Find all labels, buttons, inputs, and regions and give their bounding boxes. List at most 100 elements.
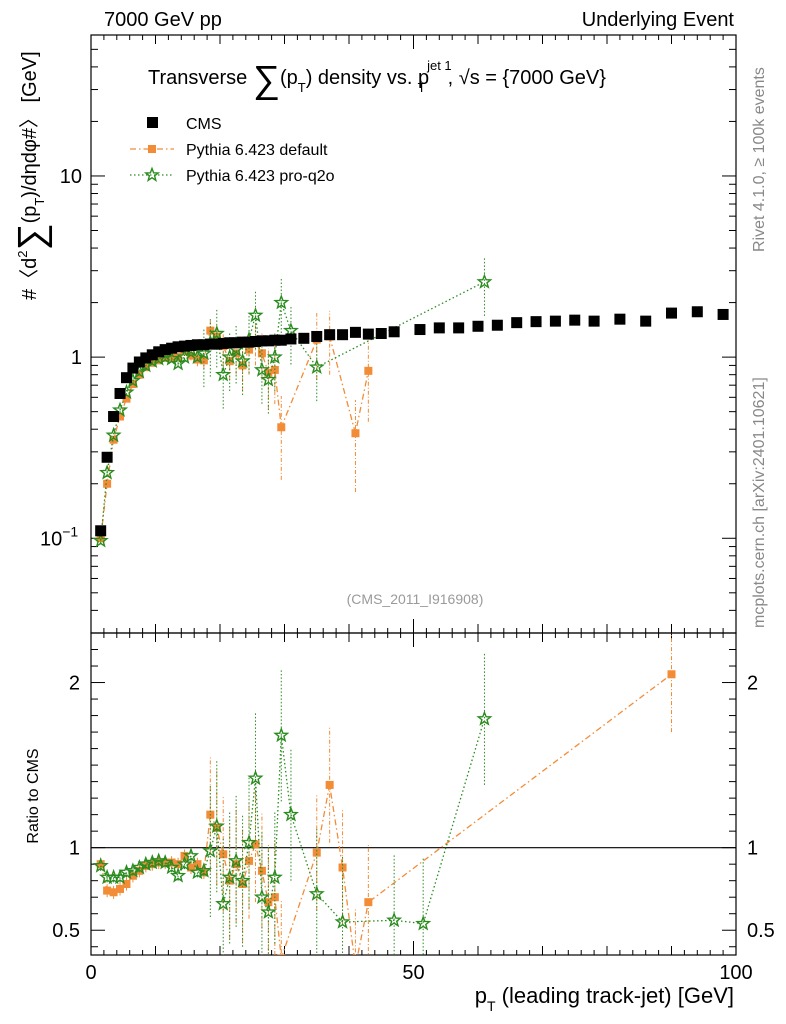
x-tick-label: 100: [719, 962, 752, 984]
ratio-default-point: [122, 879, 131, 888]
ratio-proq2o-point: [202, 842, 219, 858]
cms-point: [230, 337, 242, 349]
cms-point: [337, 329, 349, 341]
ratio-default-point: [148, 860, 157, 869]
ratio-proq2o-line: [100, 718, 486, 925]
y-tick-label: 10: [60, 166, 82, 188]
ratio-y-tick-label: 1: [69, 838, 80, 860]
ratio-default-point: [312, 848, 321, 857]
ratio-default-point: [154, 858, 163, 867]
ratio-proq2o-point: [266, 868, 283, 885]
cms-point: [198, 339, 210, 351]
cms-point: [666, 307, 677, 319]
proq2o-point: [266, 348, 283, 365]
cms-point: [217, 337, 229, 349]
ratio-proq2o-point: [189, 863, 206, 880]
cms-point: [375, 328, 387, 340]
cms-point: [243, 336, 255, 348]
cms-point: [298, 332, 310, 344]
main-y-label: #〈d2∑(pT)/dηdφ#〉 [GeV]: [11, 51, 53, 300]
proq2o-point: [221, 348, 238, 365]
ratio-proq2o-point: [163, 858, 180, 875]
cms-point: [127, 362, 139, 374]
default-point: [109, 435, 118, 444]
cms-point: [388, 326, 400, 338]
ratio-default-point: [116, 884, 125, 893]
ratio-proq2o-point: [240, 834, 258, 850]
proq2o-series-line: [100, 281, 485, 541]
proq2o-point: [176, 348, 193, 365]
cms-point: [249, 335, 261, 347]
ratio-proq2o-point: [308, 885, 325, 901]
ratio-default-point: [186, 863, 195, 872]
cms-point: [349, 326, 361, 338]
cms-point: [433, 322, 445, 334]
ratio-default-point: [96, 860, 105, 869]
ratio-default-point: [245, 856, 254, 865]
main-plot-area: [92, 258, 729, 548]
ratio-proq2o-point: [131, 858, 148, 875]
cms-point: [491, 319, 503, 331]
ratio-default-point: [264, 898, 273, 907]
ratio-proq2o-point: [170, 867, 187, 883]
x-tick-label: 50: [402, 962, 424, 984]
ratio-default-point: [109, 888, 118, 897]
cms-point: [256, 335, 268, 347]
proq2o-point: [253, 361, 270, 377]
ratio-default-point: [325, 780, 334, 789]
ratio-proq2o-point: [221, 868, 238, 885]
ratio-y-tick-label-right: 0.5: [747, 920, 775, 942]
ratio-proq2o-point: [118, 863, 135, 880]
ratio-y-tick-label: 0.5: [52, 920, 80, 942]
default-point: [351, 429, 360, 438]
cms-point: [108, 411, 120, 423]
proq2o-point: [111, 401, 129, 418]
ratio-proq2o-point: [273, 726, 290, 743]
ratio-proq2o-point: [476, 710, 493, 726]
cms-point: [120, 372, 132, 384]
proq2o-point: [247, 306, 264, 323]
cms-point: [511, 317, 523, 329]
ratio-proq2o-point: [234, 872, 251, 888]
ratio-default-point: [103, 886, 112, 895]
rivet-label: Rivet 4.1.0, ≥ 100k events: [751, 67, 768, 252]
cms-point: [237, 336, 249, 348]
cms-point: [140, 352, 152, 364]
proq2o-point: [189, 348, 206, 365]
ratio-proq2o-point: [137, 855, 154, 872]
default-point: [232, 349, 241, 358]
proq2o-point: [234, 352, 251, 369]
ratio-proq2o-point: [124, 862, 142, 878]
legend-label-cms: CMS: [186, 116, 222, 133]
cms-point: [224, 337, 236, 349]
cms-point: [285, 333, 297, 345]
ratio-default-point: [199, 868, 208, 877]
default-point: [116, 412, 125, 421]
cms-point: [101, 451, 113, 463]
default-point: [238, 361, 247, 370]
ratio-proq2o-point: [195, 862, 213, 878]
ratio-default-point: [667, 670, 676, 679]
ratio-proq2o-point: [92, 857, 109, 873]
ratio-proq2o-point: [260, 903, 277, 919]
ratio-proq2o-point: [111, 868, 129, 885]
cms-point: [95, 525, 107, 537]
proq2o-point: [208, 324, 225, 341]
ratio-frame: [90, 632, 737, 956]
cms-point: [262, 335, 274, 347]
proq2o-point: [92, 532, 109, 548]
y-tick-label: 1: [71, 347, 82, 369]
cms-point: [472, 320, 484, 332]
header-right: Underlying Event: [582, 9, 735, 31]
header-left: 7000 GeV pp: [104, 9, 222, 31]
ratio-y-label: Ratio to CMS: [25, 748, 42, 843]
cms-point: [324, 329, 336, 341]
ratio-proq2o-point: [144, 853, 161, 870]
cms-point: [530, 316, 542, 328]
cms-point: [133, 356, 145, 368]
ratio-proq2o-point: [176, 855, 193, 872]
cms-point: [146, 349, 158, 361]
cms-point: [717, 308, 729, 320]
